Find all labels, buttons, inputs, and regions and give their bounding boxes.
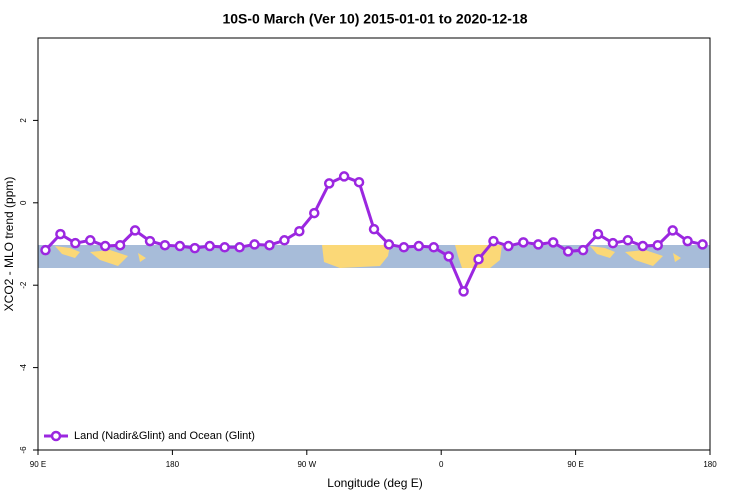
y-tick-label: 0 [19,200,28,205]
point [533,239,544,250]
point [309,207,320,219]
x-tick-label: 90 E [30,460,46,469]
map-band [38,245,710,268]
point [592,228,604,240]
point [398,242,410,253]
point [219,242,230,253]
point [40,244,51,256]
x-axis-label: Longitude (deg E) [327,476,422,490]
point [682,235,693,247]
point [85,235,96,246]
legend-label: Land (Nadir&Glint) and Ocean (Glint) [74,430,255,442]
point [174,240,186,252]
point [249,239,260,250]
x-tick-label: 90 W [297,460,316,469]
point [99,240,111,252]
point [518,237,529,248]
point [234,242,245,253]
point [413,240,425,252]
point [697,239,708,250]
land [590,246,681,266]
point [667,225,678,236]
point [189,242,201,254]
point [503,240,514,252]
land [55,246,146,266]
y-tick-label: 2 [19,118,28,123]
point [353,176,365,188]
legend-marker [50,430,62,442]
point [562,246,574,257]
point [279,235,290,246]
point [204,240,215,252]
point [323,178,335,189]
y-axis-label: XCO2 - MLO trend (ppm) [2,177,16,312]
point [383,239,395,250]
point [264,239,275,251]
point [577,244,589,256]
y-tick-label: -6 [19,446,28,454]
point [547,237,559,248]
point [458,286,469,297]
point [473,253,484,265]
land [322,245,390,268]
point [443,251,454,262]
point [114,239,126,251]
point [70,237,81,249]
plot-frame [37,37,711,451]
x-tick-label: 0 [439,460,444,469]
point [637,240,649,252]
point [338,171,350,182]
point [144,235,156,247]
point [607,237,619,249]
x-tick-label: 180 [166,460,180,469]
point [652,239,663,251]
y-tick-label: -2 [19,281,28,289]
x-tick-label: 180 [703,460,717,469]
point [55,228,66,240]
point [622,235,634,246]
point [129,225,141,236]
x-tick-label: 90 E [567,460,583,469]
point [368,223,380,235]
point [428,242,439,253]
y-tick-label: -4 [19,363,28,371]
point [294,225,305,237]
point [488,235,499,247]
point [159,239,171,251]
chart-title: 10S-0 March (Ver 10) 2015-01-01 to 2020-… [222,11,527,27]
